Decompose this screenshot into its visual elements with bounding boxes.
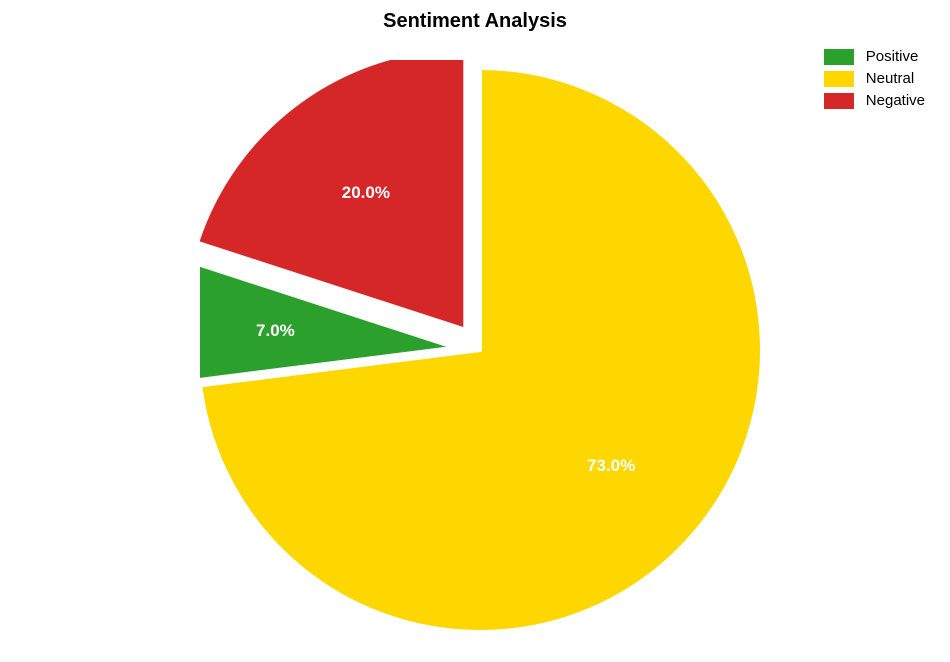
sentiment-pie-chart: Sentiment Analysis Positive Neutral Nega… xyxy=(0,0,950,662)
pie-svg xyxy=(200,60,770,640)
legend-item-neutral: Neutral xyxy=(824,70,925,87)
legend-label-negative: Negative xyxy=(866,92,925,109)
slice-label-neutral: 73.0% xyxy=(587,456,635,476)
legend-swatch-negative xyxy=(824,93,854,109)
chart-title: Sentiment Analysis xyxy=(383,10,567,33)
legend-swatch-neutral xyxy=(824,71,854,87)
legend-swatch-positive xyxy=(824,49,854,65)
legend-item-negative: Negative xyxy=(824,92,925,109)
legend-label-positive: Positive xyxy=(866,48,919,65)
legend-label-neutral: Neutral xyxy=(866,70,914,87)
slice-label-positive: 7.0% xyxy=(256,321,295,341)
legend: Positive Neutral Negative xyxy=(824,48,925,114)
slice-label-negative: 20.0% xyxy=(342,183,390,203)
legend-item-positive: Positive xyxy=(824,48,925,65)
